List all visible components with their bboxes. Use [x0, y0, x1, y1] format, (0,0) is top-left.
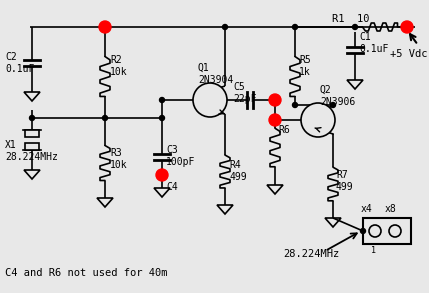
Circle shape — [293, 103, 297, 108]
Text: 28.224MHz: 28.224MHz — [283, 249, 339, 259]
Text: R5
1k: R5 1k — [299, 55, 311, 76]
Text: Q2
2N3906: Q2 2N3906 — [320, 85, 355, 107]
Circle shape — [103, 115, 108, 120]
Bar — [25, 130, 39, 137]
Circle shape — [360, 229, 366, 234]
Circle shape — [353, 25, 357, 30]
Circle shape — [272, 117, 278, 122]
Text: x8: x8 — [385, 204, 397, 214]
Circle shape — [99, 21, 111, 33]
Circle shape — [160, 98, 164, 103]
Circle shape — [293, 25, 297, 30]
Circle shape — [223, 25, 227, 30]
Text: C2
0.1uF: C2 0.1uF — [5, 52, 34, 74]
Text: R7
499: R7 499 — [336, 170, 353, 192]
Circle shape — [401, 21, 413, 33]
Circle shape — [301, 103, 335, 137]
Text: 1: 1 — [371, 246, 376, 255]
Text: X1
28.224MHz: X1 28.224MHz — [5, 140, 58, 162]
Text: C4 and R6 not used for 40m: C4 and R6 not used for 40m — [5, 268, 167, 278]
Bar — [25, 143, 39, 150]
Text: C1
0.1uF: C1 0.1uF — [359, 32, 388, 54]
Circle shape — [160, 115, 164, 120]
Circle shape — [156, 169, 168, 181]
Circle shape — [269, 114, 281, 126]
Text: R1  10: R1 10 — [332, 14, 369, 24]
Text: Q1
2N3904: Q1 2N3904 — [198, 63, 233, 85]
Text: C4: C4 — [166, 182, 178, 192]
Circle shape — [193, 83, 227, 117]
Bar — [363, 218, 411, 244]
Text: R2
10k: R2 10k — [110, 55, 127, 76]
Text: R6: R6 — [278, 125, 290, 135]
Circle shape — [30, 115, 34, 120]
Text: C3
100pF: C3 100pF — [166, 145, 195, 167]
Text: R3
10k: R3 10k — [110, 148, 127, 170]
Text: x4: x4 — [361, 204, 373, 214]
Text: C5
22pF: C5 22pF — [233, 82, 257, 104]
Text: R4
499: R4 499 — [229, 160, 247, 182]
Circle shape — [330, 103, 335, 108]
Text: +5 Vdc: +5 Vdc — [390, 49, 428, 59]
Circle shape — [269, 94, 281, 106]
